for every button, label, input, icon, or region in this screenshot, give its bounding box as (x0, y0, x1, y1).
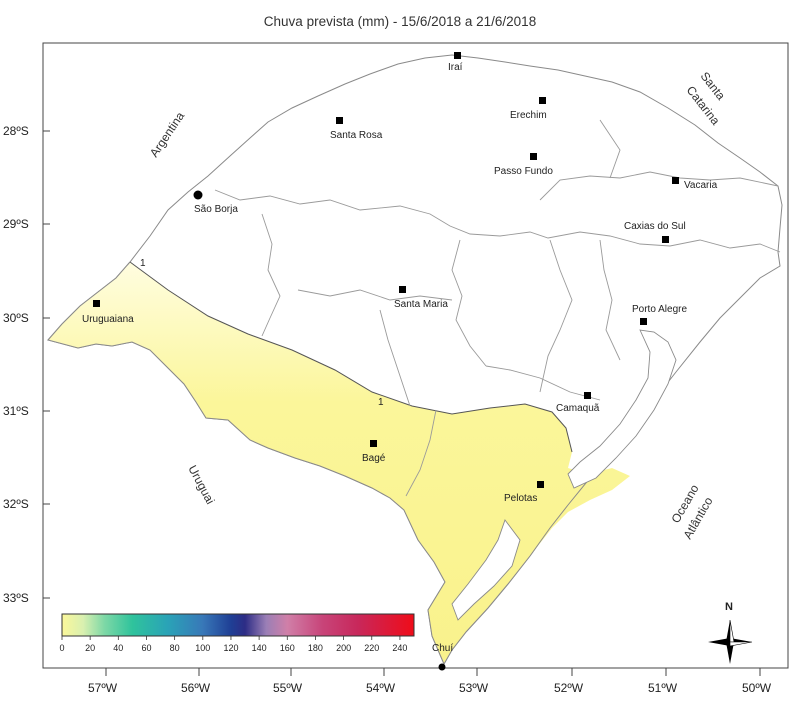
city-uruguaiana: Uruguaiana (82, 300, 134, 325)
latitude-tick-label: 28ºS (3, 124, 29, 138)
longitude-tick-label: 50ºW (742, 681, 772, 695)
state-outline-stroke (47, 261, 591, 666)
longitude-tick-label: 53ºW (459, 681, 489, 695)
svg-text:Chuí: Chuí (432, 643, 453, 654)
latitude-tick-label: 33ºS (3, 591, 29, 605)
map-title: Chuva prevista (mm) - 15/6/2018 a 21/6/2… (263, 14, 537, 29)
colorbar-tick-label: 20 (85, 643, 95, 653)
map-frame (42, 42, 789, 669)
svg-text:Iraí: Iraí (448, 62, 463, 73)
colorbar-tick-label: 200 (336, 643, 351, 653)
colorbar-tick-label: 160 (280, 643, 295, 653)
region-label-argentina: Argentina (147, 109, 188, 160)
city-santa-maria: Santa Maria (394, 286, 448, 310)
svg-text:Vacaria: Vacaria (684, 180, 718, 191)
colorbar-tick-label: 100 (195, 643, 210, 653)
longitude-tick-label: 56ºW (181, 681, 211, 695)
north-arrow-icon: N (708, 601, 753, 664)
latitude-axis (43, 130, 50, 599)
city-caxias-do-sul: Caxias do Sul (624, 221, 686, 243)
contour-label: 1 (140, 258, 146, 269)
longitude-axis (105, 668, 761, 676)
colorbar-tick-label: 180 (308, 643, 323, 653)
svg-text:Bagé: Bagé (362, 453, 386, 464)
contour-line-1mm (129, 261, 573, 453)
latitude-tick-label: 29ºS (3, 217, 29, 231)
longitude-tick-label: 55ºW (273, 681, 303, 695)
latitude-tick-label: 31ºS (3, 404, 29, 418)
city-porto-alegre: Porto Alegre (632, 304, 687, 325)
longitude-tick-label: 57ºW (88, 681, 118, 695)
svg-text:Caxias do Sul: Caxias do Sul (624, 221, 686, 232)
longitude-tick-label: 51ºW (648, 681, 678, 695)
svg-text:Porto Alegre: Porto Alegre (632, 304, 687, 315)
svg-text:N: N (725, 601, 733, 613)
city-sao-borja: São Borja (193, 190, 238, 215)
latitude-tick-label: 30ºS (3, 311, 29, 325)
city-chui: Chuí (432, 643, 453, 671)
svg-text:Erechim: Erechim (510, 110, 547, 121)
city-camaqua: Camaquã (556, 392, 600, 414)
colorbar-tick-label: 80 (170, 643, 180, 653)
colorbar-tick-label: 120 (223, 643, 238, 653)
colorbar-tick-label: 60 (141, 643, 151, 653)
colorbar-ticks: 0 20 40 60 80 100 120 140 160 180 200 220 240 (59, 636, 407, 653)
city-pelotas: Pelotas (504, 481, 544, 504)
svg-text:Santa Rosa: Santa Rosa (330, 130, 383, 141)
city-vacaria: Vacaria (672, 177, 718, 191)
svg-text:São Borja: São Borja (194, 204, 238, 215)
city-erechim: Erechim (510, 97, 547, 121)
longitude-tick-label: 54ºW (366, 681, 396, 695)
colorbar (61, 613, 415, 637)
svg-text:Santa Maria: Santa Maria (394, 299, 448, 310)
region-label-uruguai: Uruguai (185, 463, 217, 507)
city-iraí: Iraí (448, 52, 463, 73)
svg-text:Uruguaiana: Uruguaiana (82, 314, 134, 325)
city-passo-fundo: Passo Fundo (494, 153, 553, 177)
city-bage: Bagé (362, 440, 386, 464)
longitude-tick-label: 52ºW (554, 681, 584, 695)
svg-text:Pelotas: Pelotas (504, 493, 537, 504)
contour-label: 1 (378, 397, 384, 408)
city-santa-rosa: Santa Rosa (330, 117, 383, 141)
svg-text:Camaquã: Camaquã (556, 403, 600, 414)
latitude-tick-label: 32ºS (3, 497, 29, 511)
region-borders (214, 119, 781, 497)
colorbar-tick-label: 140 (252, 643, 267, 653)
colorbar-tick-label: 220 (364, 643, 379, 653)
colorbar-tick-label: 240 (392, 643, 407, 653)
lagoon (451, 329, 677, 621)
colorbar-tick-label: 40 (113, 643, 123, 653)
colorbar-tick-label: 0 (59, 643, 64, 653)
svg-text:Passo Fundo: Passo Fundo (494, 166, 553, 177)
